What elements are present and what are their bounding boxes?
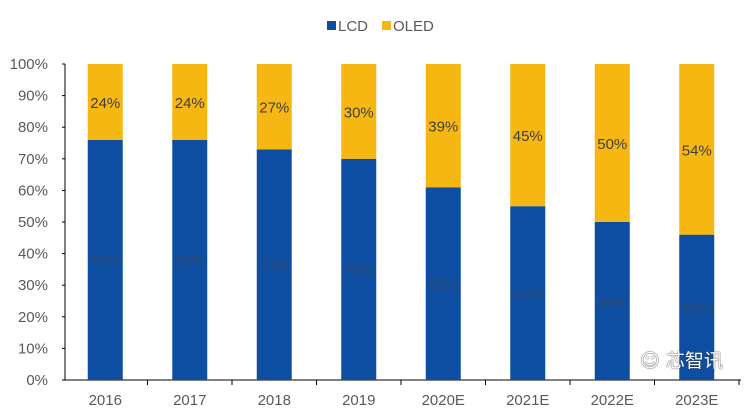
bar-oled: [87, 64, 123, 140]
data-label-lcd: 73%: [259, 258, 289, 275]
x-tick-label: 2022E: [591, 392, 634, 409]
x-tick-label: 2023E: [675, 392, 718, 409]
bar-oled: [425, 64, 461, 188]
data-label-oled: 39%: [428, 119, 458, 136]
bar-lcd: [87, 139, 123, 380]
bar-lcd: [172, 139, 208, 380]
y-tick-label: 20%: [18, 309, 48, 326]
legend-label-lcd: LCD: [338, 18, 368, 35]
legend-swatch-oled: [382, 21, 391, 30]
x-tick-label: 2018: [258, 392, 291, 409]
y-tick-label: 60%: [18, 182, 48, 199]
bar-lcd: [594, 222, 630, 380]
y-tick-label: 90%: [18, 88, 48, 105]
legend-label-oled: OLED: [393, 18, 434, 35]
bar-oled: [341, 64, 377, 159]
data-label-oled: 27%: [259, 100, 289, 117]
legend-swatch-lcd: [327, 21, 336, 30]
y-tick-label: 50%: [18, 214, 48, 231]
y-tick-label: 10%: [18, 340, 48, 357]
y-tick-label: 80%: [18, 119, 48, 136]
bar-lcd: [341, 158, 377, 380]
data-label-lcd: 76%: [175, 253, 205, 270]
watermark: ☺ 芯智讯: [640, 350, 723, 372]
data-label-lcd: 50%: [597, 294, 627, 311]
bar-oled: [594, 64, 630, 222]
y-tick-label: 100%: [10, 56, 48, 73]
data-label-oled: 50%: [597, 136, 627, 153]
data-label-lcd: 55%: [513, 286, 543, 303]
y-tick-label: 40%: [18, 246, 48, 263]
bar-lcd: [510, 206, 546, 380]
bar-oled: [510, 64, 546, 207]
x-tick-label: 2021E: [506, 392, 549, 409]
bar-oled: [172, 64, 208, 140]
bar-oled: [679, 64, 715, 235]
bar-oled: [256, 64, 292, 150]
data-label-lcd: 46%: [682, 300, 712, 317]
data-label-oled: 45%: [513, 128, 543, 145]
y-tick-label: 0%: [26, 372, 48, 389]
bar-lcd: [425, 187, 461, 380]
data-label-lcd: 61%: [428, 277, 458, 294]
data-label-oled: 24%: [175, 95, 205, 112]
data-label-lcd: 76%: [90, 253, 120, 270]
y-tick-label: 30%: [18, 277, 48, 294]
data-label-lcd: 70%: [344, 262, 374, 279]
bar-lcd: [256, 149, 292, 380]
wechat-icon: ☺: [640, 350, 660, 372]
watermark-text: 芯智讯: [665, 350, 723, 372]
data-label-oled: 30%: [344, 104, 374, 121]
data-label-oled: 54%: [682, 142, 712, 159]
data-label-oled: 24%: [90, 95, 120, 112]
x-tick-label: 2019: [342, 392, 375, 409]
x-tick-label: 2020E: [422, 392, 465, 409]
x-tick-label: 2016: [89, 392, 122, 409]
x-tick-label: 2017: [173, 392, 206, 409]
bar-lcd: [679, 234, 715, 380]
y-tick-label: 70%: [18, 151, 48, 168]
